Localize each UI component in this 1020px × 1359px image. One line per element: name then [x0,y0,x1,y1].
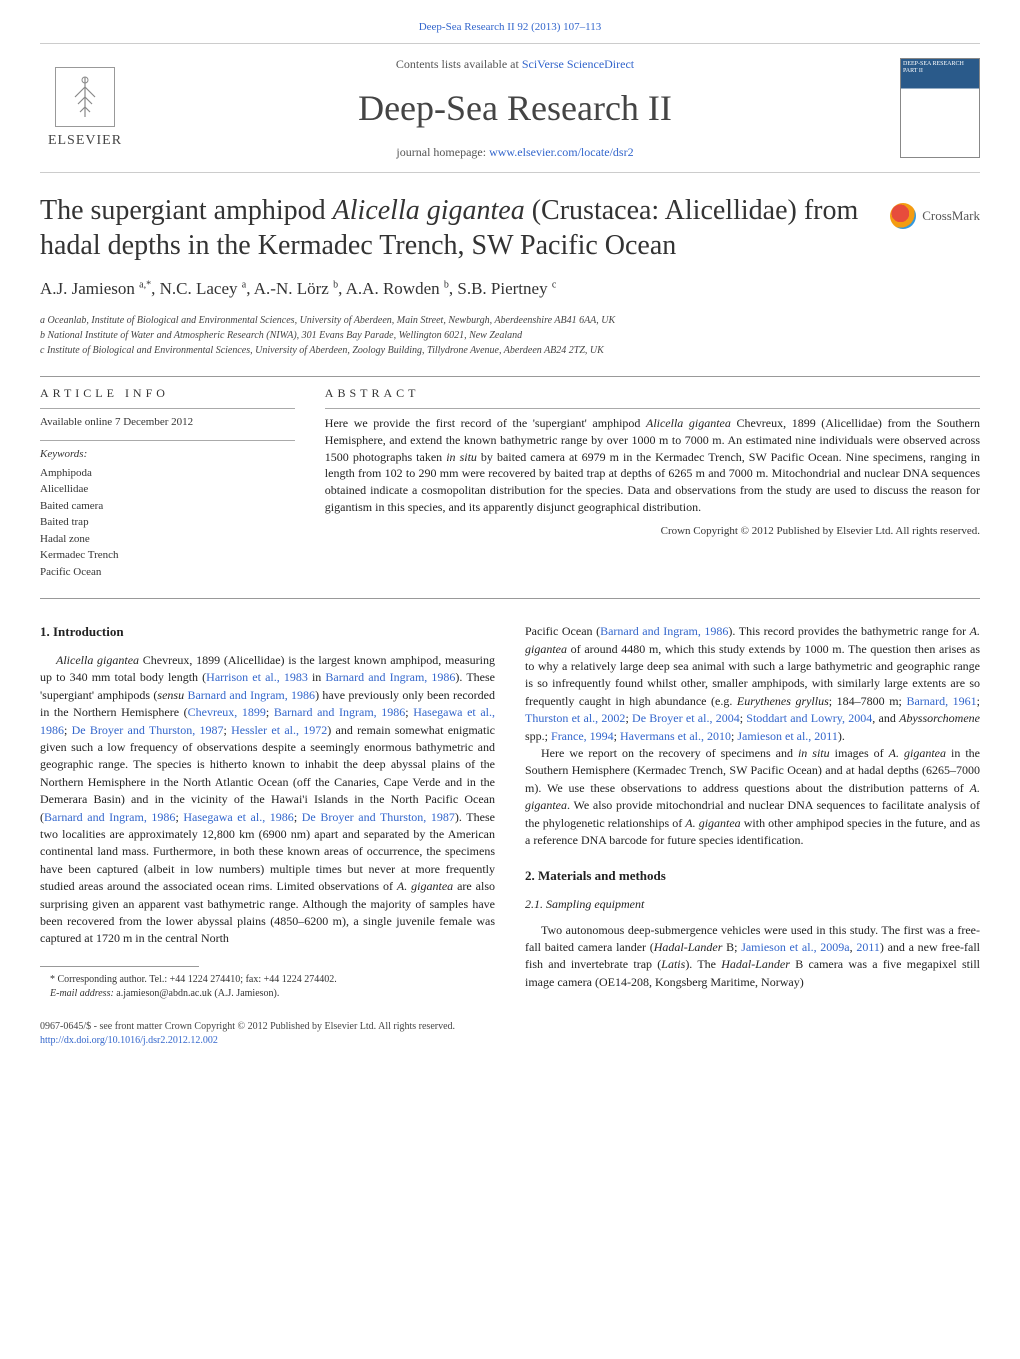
abstract-col: ABSTRACT Here we provide the first recor… [325,385,980,580]
keyword: Baited trap [40,514,295,531]
methods-heading: 2. Materials and methods [525,867,980,886]
info-divider-2 [40,440,295,441]
info-divider [40,408,295,409]
masthead: ELSEVIER Contents lists available at Sci… [40,43,980,173]
right-column: Pacific Ocean (Barnard and Ingram, 1986)… [525,623,980,1001]
abstract-divider [325,408,980,409]
crossmark-badge[interactable]: CrossMark [890,203,980,229]
elsevier-tree-icon [55,67,115,127]
abstract-text: Here we provide the first record of the … [325,415,980,516]
intro-paragraph-2: Pacific Ocean (Barnard and Ingram, 1986)… [525,623,980,745]
email-footnote: E-mail address: a.jamieson@abdn.ac.uk (A… [40,987,495,1002]
homepage-prefix: journal homepage: [396,145,489,159]
corresponding-author: * Corresponding author. Tel.: +44 1224 2… [40,973,495,988]
journal-cover-thumb: DEEP-SEA RESEARCH PART II [900,58,980,158]
affiliations: a Oceanlab, Institute of Biological and … [40,313,980,358]
footer: 0967-0645/$ - see front matter Crown Cop… [40,1020,980,1048]
left-column: 1. Introduction Alicella gigantea Chevre… [40,623,495,1001]
contents-prefix: Contents lists available at [396,57,522,71]
abstract-copyright: Crown Copyright © 2012 Published by Else… [325,524,980,539]
journal-name: Deep-Sea Research II [130,83,900,133]
info-abstract-row: ARTICLE INFO Available online 7 December… [40,385,980,580]
publisher-logo: ELSEVIER [40,67,130,151]
citation-link[interactable]: Deep-Sea Research II 92 (2013) 107–113 [419,21,602,33]
article-title: The supergiant amphipod Alicella gigante… [40,193,870,263]
available-online: Available online 7 December 2012 [40,415,295,430]
crossmark-text: CrossMark [922,207,980,225]
contents-available: Contents lists available at SciVerse Sci… [130,56,900,73]
homepage-link[interactable]: www.elsevier.com/locate/dsr2 [489,145,634,159]
abstract-label: ABSTRACT [325,385,980,402]
keywords-list: Amphipoda Alicellidae Baited camera Bait… [40,465,295,581]
keyword: Amphipoda [40,465,295,482]
affiliation-c: c Institute of Biological and Environmen… [40,343,980,358]
cover-title: DEEP-SEA RESEARCH PART II [901,59,979,76]
masthead-center: Contents lists available at SciVerse Sci… [130,56,900,160]
doi-link[interactable]: http://dx.doi.org/10.1016/j.dsr2.2012.12… [40,1035,218,1046]
keyword: Baited camera [40,498,295,515]
crossmark-icon [890,203,916,229]
methods-paragraph-1: Two autonomous deep-submergence vehicles… [525,922,980,992]
journal-homepage: journal homepage: www.elsevier.com/locat… [130,144,900,161]
title-row: The supergiant amphipod Alicella gigante… [40,193,980,263]
citation-header: Deep-Sea Research II 92 (2013) 107–113 [40,20,980,35]
affiliation-b: b National Institute of Water and Atmosp… [40,328,980,343]
keyword: Pacific Ocean [40,564,295,581]
affiliation-a: a Oceanlab, Institute of Biological and … [40,313,980,328]
authors: A.J. Jamieson a,*, N.C. Lacey a, A.-N. L… [40,277,980,301]
keyword: Alicellidae [40,481,295,498]
article-info-label: ARTICLE INFO [40,385,295,402]
divider [40,376,980,377]
article-info-col: ARTICLE INFO Available online 7 December… [40,385,295,580]
intro-paragraph-3: Here we report on the recovery of specim… [525,745,980,849]
body-columns: 1. Introduction Alicella gigantea Chevre… [40,623,980,1001]
keywords-label: Keywords: [40,447,295,462]
issn-line: 0967-0645/$ - see front matter Crown Cop… [40,1020,980,1034]
publisher-name: ELSEVIER [48,131,122,151]
intro-paragraph-1: Alicella gigantea Chevreux, 1899 (Alicel… [40,652,495,948]
sciencedirect-link[interactable]: SciVerse ScienceDirect [522,57,634,71]
footnote-separator [40,966,199,967]
intro-heading: 1. Introduction [40,623,495,642]
keyword: Hadal zone [40,531,295,548]
divider-2 [40,598,980,599]
keyword: Kermadec Trench [40,547,295,564]
methods-subheading: 2.1. Sampling equipment [525,896,980,913]
